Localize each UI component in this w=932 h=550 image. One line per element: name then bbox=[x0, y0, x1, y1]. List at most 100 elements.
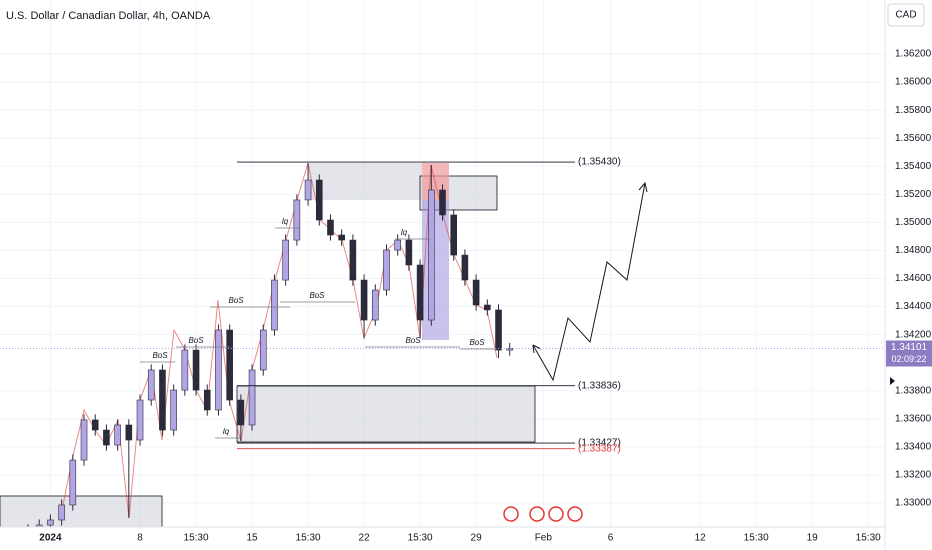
y-tick-label: 1.35400 bbox=[895, 161, 932, 172]
candle-body bbox=[439, 189, 446, 216]
annotation: lq bbox=[401, 228, 408, 237]
drawings bbox=[0, 162, 648, 527]
candle-body bbox=[114, 424, 121, 446]
candle-body bbox=[91, 419, 99, 431]
candle-body bbox=[338, 234, 345, 241]
candle-body bbox=[472, 279, 480, 306]
candle-body bbox=[304, 179, 312, 201]
candle-body bbox=[58, 504, 65, 521]
candle-body bbox=[495, 309, 502, 351]
candle-body bbox=[248, 369, 256, 426]
y-tick-label: 1.34200 bbox=[895, 329, 932, 340]
event-icon[interactable] bbox=[567, 506, 583, 522]
candle-body bbox=[484, 304, 491, 311]
price-label-bg bbox=[886, 340, 932, 367]
zone bbox=[308, 163, 422, 200]
x-tick-label: 19 bbox=[807, 533, 819, 544]
annotation: BoS bbox=[405, 336, 421, 345]
candle-body bbox=[159, 369, 166, 431]
candle-body bbox=[427, 189, 435, 321]
event-icons bbox=[503, 506, 583, 522]
candle-body bbox=[416, 264, 424, 321]
annotation: BoS bbox=[188, 336, 204, 345]
x-tick-label: 15:30 bbox=[856, 533, 881, 544]
y-tick-label: 1.33000 bbox=[895, 498, 932, 509]
zone bbox=[236, 385, 536, 443]
annotation: BoS bbox=[152, 351, 168, 360]
y-tick-label: 1.35800 bbox=[895, 105, 932, 116]
y-tick-label: 1.33800 bbox=[895, 385, 932, 396]
currency-button[interactable] bbox=[887, 3, 925, 27]
annotation: BoS bbox=[228, 296, 244, 305]
x-tick-label: 22 bbox=[359, 533, 371, 544]
candle-body bbox=[192, 349, 200, 391]
x-tick-label: 15 bbox=[246, 533, 258, 544]
y-tick-label: 1.36200 bbox=[895, 49, 932, 60]
candle-body bbox=[136, 399, 144, 441]
event-icon[interactable] bbox=[548, 506, 564, 522]
chart-title: U.S. Dollar / Canadian Dollar, 4h, OANDA bbox=[6, 10, 211, 22]
y-tick-label: 1.35200 bbox=[895, 189, 932, 200]
level-label: (1.35430) bbox=[578, 157, 621, 168]
candles bbox=[3, 163, 514, 545]
x-tick-label: Feb bbox=[535, 533, 553, 544]
annotation: lq bbox=[282, 217, 289, 226]
zone bbox=[422, 200, 449, 340]
last-price: 1.34101 bbox=[891, 342, 928, 353]
event-icon[interactable] bbox=[503, 506, 519, 522]
candle-body bbox=[35, 524, 43, 527]
x-tick-label: 2024 bbox=[39, 533, 62, 544]
candle-body bbox=[315, 179, 323, 221]
x-tick-label: 15:30 bbox=[744, 533, 769, 544]
level-label: (1.33836) bbox=[578, 380, 621, 391]
x-tick-label: 15:30 bbox=[184, 533, 209, 544]
marker bbox=[890, 377, 895, 385]
x-tick-label: 15:30 bbox=[408, 533, 433, 544]
currency: CAD bbox=[895, 10, 916, 21]
y-tick-label: 1.34800 bbox=[895, 245, 932, 256]
projection bbox=[532, 182, 646, 382]
zone bbox=[0, 495, 163, 527]
candle-body bbox=[215, 329, 222, 411]
y-tick-label: 1.34600 bbox=[895, 273, 932, 284]
candle-body bbox=[293, 199, 301, 241]
candle-body bbox=[14, 535, 20, 540]
x-tick-label: 15:30 bbox=[296, 533, 321, 544]
candle-body bbox=[103, 429, 110, 446]
y-tick-label: 1.35000 bbox=[895, 217, 932, 228]
candle-body bbox=[125, 424, 133, 441]
candle-body bbox=[360, 279, 368, 321]
event-icon[interactable] bbox=[529, 506, 545, 522]
candle-body bbox=[226, 329, 233, 401]
candle-body bbox=[461, 254, 469, 281]
candle-body bbox=[450, 214, 458, 256]
candle-body bbox=[69, 459, 77, 506]
candle-body bbox=[282, 239, 289, 281]
y-tick-label: 1.33400 bbox=[895, 442, 932, 453]
countdown: 02:09:22 bbox=[891, 354, 926, 364]
y-tick-label: 1.33200 bbox=[895, 470, 932, 481]
candle-body bbox=[181, 349, 189, 391]
candle-body bbox=[3, 540, 9, 545]
candle-body bbox=[327, 219, 334, 236]
candle-body bbox=[47, 519, 54, 526]
level-label: (1.33427) bbox=[578, 438, 621, 449]
level-label: (1.33387) bbox=[578, 443, 621, 454]
candle-body bbox=[506, 348, 514, 351]
candle-body bbox=[394, 239, 401, 251]
y-tick-label: 1.33600 bbox=[895, 413, 932, 424]
annotation: BoS bbox=[309, 291, 325, 300]
candle-body bbox=[259, 329, 267, 371]
annotation: lq bbox=[223, 427, 230, 436]
arrow-head bbox=[532, 181, 648, 354]
candle-body bbox=[405, 239, 413, 266]
candle-body bbox=[25, 530, 31, 535]
y-tick-label: 1.35600 bbox=[895, 133, 932, 144]
levels: (1.35430) (1.33836) (1.33427)(1.33387) bbox=[237, 157, 621, 454]
y-tick-label: 1.36000 bbox=[895, 77, 932, 88]
candle-body bbox=[147, 369, 155, 401]
candle-body bbox=[271, 279, 278, 331]
x-tick-label: 8 bbox=[137, 533, 143, 544]
candle-body bbox=[383, 249, 390, 291]
